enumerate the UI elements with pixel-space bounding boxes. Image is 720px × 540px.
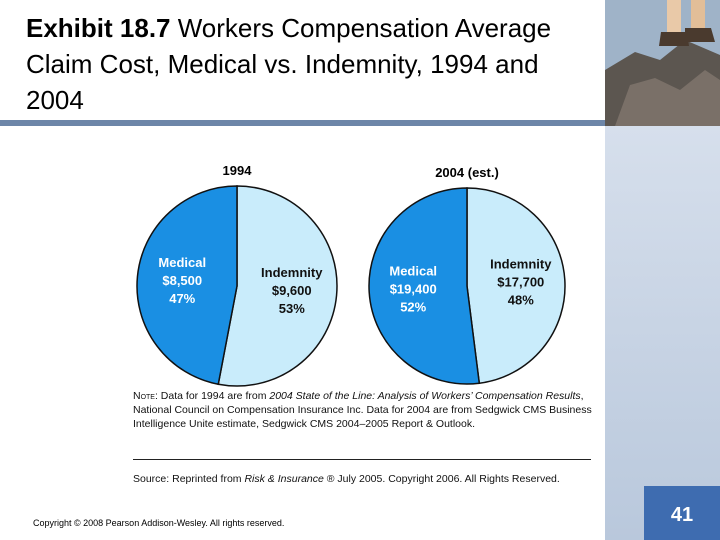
source-text-1: Reprinted from	[169, 473, 245, 485]
source-text-2: ® July 2005. Copyright 2006. All Rights …	[323, 473, 560, 485]
pie-slice-indemnity-1	[466, 187, 566, 385]
pie-slice-medical-0	[136, 185, 238, 386]
slice-label-indemnity-1-1: $17,700	[497, 275, 544, 290]
slice-label-medical-1-0: Medical	[389, 263, 437, 278]
source-italic-1: Risk & Insurance	[244, 473, 324, 485]
source-label: Source:	[133, 473, 170, 485]
page-number-box: 41	[644, 486, 720, 540]
decorative-side-panel	[605, 126, 720, 540]
slice-label-medical-0-1: $8,500	[162, 273, 202, 288]
slice-label-indemnity-0-2: 53%	[279, 301, 305, 316]
slice-label-medical-1-2: 52%	[400, 299, 426, 314]
slice-label-indemnity-1-0: Indemnity	[490, 257, 552, 272]
pie-slice-medical-1	[368, 187, 481, 385]
slice-label-medical-0-2: 47%	[169, 291, 195, 306]
title-underline-bar	[0, 120, 605, 126]
note-label: Note:	[133, 390, 158, 402]
page-number: 41	[670, 504, 694, 526]
slice-label-indemnity-0-1: $9,600	[272, 283, 312, 298]
pie-title-0: 1994	[223, 163, 253, 178]
note-divider	[133, 459, 591, 460]
copyright-notice: Copyright © 2008 Pearson Addison-Wesley.…	[33, 518, 285, 528]
hiker-photo	[605, 0, 720, 126]
title-exhibit-number: Exhibit 18.7	[26, 13, 171, 43]
slide-title: Exhibit 18.7 Workers Compensation Averag…	[26, 10, 586, 118]
pie-charts: 1994 Indemnity $9,600 53% Medical $8,500 47% 20…	[136, 163, 566, 387]
chart-source: Source: Reprinted from Risk & Insurance …	[133, 472, 593, 486]
pie-title-1: 2004 (est.)	[435, 165, 499, 180]
note-text-1: Data for 1994 are from	[157, 390, 270, 402]
slice-label-indemnity-1-2: 48%	[508, 293, 534, 308]
note-italic-1: 2004 State of the Line: Analysis of Work…	[269, 390, 581, 402]
slice-label-medical-1-1: $19,400	[390, 281, 437, 296]
title-text: Workers Compensation Average Claim Cost,…	[26, 13, 552, 115]
chart-note: Note: Data for 1994 are from 2004 State …	[133, 389, 593, 431]
pie-slice-indemnity-0	[217, 185, 338, 387]
note-text-2: , National Council on Compensation Insur…	[133, 390, 592, 430]
slice-label-indemnity-0-0: Indemnity	[261, 265, 323, 280]
slice-label-medical-0-0: Medical	[158, 255, 206, 270]
